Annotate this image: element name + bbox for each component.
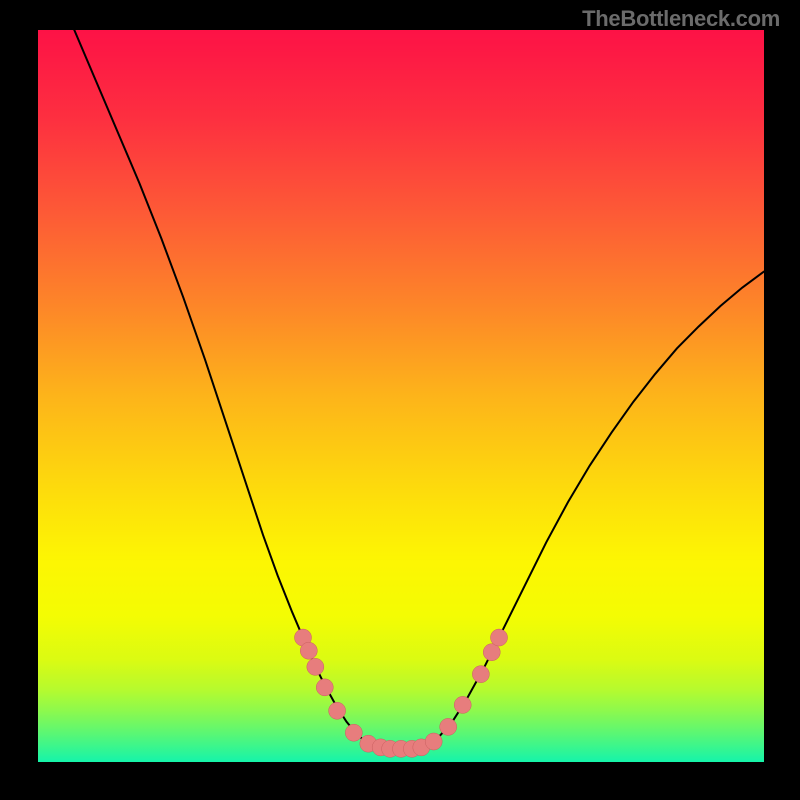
scatter-dot	[425, 733, 442, 750]
chart-plot-area	[38, 30, 764, 762]
scatter-dot	[454, 696, 471, 713]
scatter-dot	[307, 658, 324, 675]
scatter-dot	[345, 724, 362, 741]
scatter-dot	[300, 642, 317, 659]
watermark-text: TheBottleneck.com	[582, 6, 780, 32]
scatter-dot	[472, 666, 489, 683]
scatter-dot	[440, 718, 457, 735]
scatter-dot	[316, 679, 333, 696]
gradient-background	[38, 30, 764, 762]
chart-container: { "watermark": { "text": "TheBottleneck.…	[0, 0, 800, 800]
scatter-dot	[491, 629, 508, 646]
scatter-dot	[329, 702, 346, 719]
scatter-dot	[483, 644, 500, 661]
